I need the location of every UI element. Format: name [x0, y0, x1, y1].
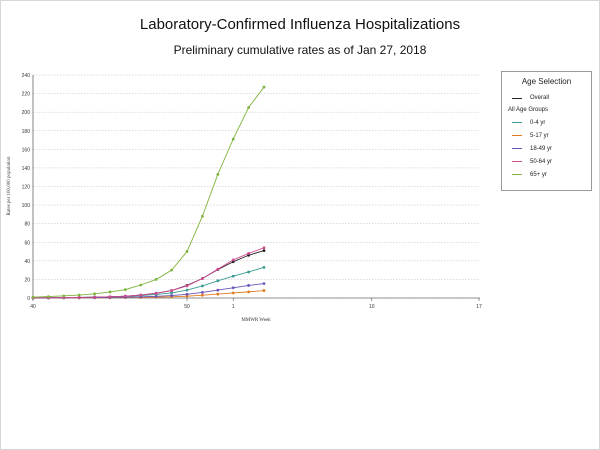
- data-point-50-64-yr: [77, 296, 81, 299]
- y-tick-label: 40: [24, 259, 30, 265]
- legend-item-65-yr[interactable]: 65+ yr: [512, 168, 591, 181]
- data-point-65-yr: [231, 137, 235, 141]
- data-point-18-49-yr: [185, 292, 189, 296]
- y-tick-label: 80: [24, 222, 30, 228]
- series-line-50-64-yr: [32, 247, 265, 299]
- data-point-5-17-yr: [201, 293, 204, 297]
- legend-item-5-17-yr[interactable]: 5-17 yr: [512, 129, 591, 142]
- data-point-65-yr: [185, 250, 189, 253]
- legend-label-0-4-yr: 0-4 yr: [530, 119, 546, 126]
- legend-title: Age Selection: [521, 77, 572, 86]
- data-point-5-17-yr: [216, 292, 220, 296]
- data-point-50-64-yr: [201, 277, 204, 280]
- x-tick-label: 1: [232, 304, 235, 310]
- legend-item-overall[interactable]: Overall: [512, 95, 591, 101]
- data-point-0-4-yr: [216, 279, 220, 283]
- y-tick-label: 0: [27, 296, 30, 302]
- legend-label-5-17-yr: 5-17 yr: [530, 132, 549, 139]
- data-point-65-yr: [31, 295, 35, 299]
- chart-subtitle: Preliminary cumulative rates as of Jan 2…: [173, 43, 427, 57]
- data-point-50-64-yr: [185, 284, 189, 288]
- legend-label-65-yr: 65+ yr: [530, 171, 547, 178]
- data-point-65-yr: [247, 106, 251, 109]
- y-tick-label: 180: [22, 129, 31, 135]
- series-line-65-yr: [32, 86, 265, 298]
- data-point-65-yr: [262, 85, 266, 89]
- data-point-50-64-yr: [93, 295, 96, 299]
- data-point-5-17-yr: [247, 290, 251, 294]
- series-line-overall: [32, 250, 265, 299]
- data-point-50-64-yr: [262, 246, 266, 250]
- chart-title: Laboratory-Confirmed Influenza Hospitali…: [139, 16, 461, 33]
- data-point-5-17-yr: [262, 289, 266, 292]
- data-point-5-17-yr: [231, 291, 235, 295]
- data-point-65-yr: [201, 214, 204, 218]
- legend-swatch-50-64-yr: [512, 161, 522, 162]
- data-point-50-64-yr: [139, 293, 143, 297]
- legend-swatch-5-17-yr: [512, 135, 522, 136]
- y-tick-label: 60: [24, 240, 30, 246]
- data-point-65-yr: [62, 294, 66, 298]
- legend-swatch-18-49-yr: [512, 148, 522, 149]
- data-point-18-49-yr: [247, 284, 251, 287]
- data-point-18-49-yr: [216, 288, 220, 292]
- legend-group-heading: All Age Groups: [508, 107, 549, 113]
- data-point-0-4-yr: [185, 288, 189, 292]
- y-tick-label: 100: [22, 203, 31, 209]
- data-point-50-64-yr: [170, 289, 174, 292]
- legend-item-0-4-yr[interactable]: 0-4 yr: [512, 116, 591, 129]
- data-point-18-49-yr: [262, 282, 266, 285]
- x-tick-label: 40: [30, 304, 36, 310]
- y-tick-label: 220: [22, 92, 31, 98]
- y-tick-label: 140: [22, 166, 31, 172]
- data-point-0-4-yr: [170, 291, 174, 295]
- y-tick-label: 20: [24, 277, 30, 283]
- data-point-50-64-yr: [124, 294, 127, 298]
- x-tick-label: 10: [369, 304, 375, 310]
- data-point-65-yr: [170, 268, 174, 272]
- x-axis-title: MMWR Week: [241, 318, 271, 323]
- legend-item-18-49-yr[interactable]: 18-49 yr: [512, 142, 591, 155]
- legend-swatch-65-yr: [512, 174, 522, 175]
- data-point-0-4-yr: [201, 284, 204, 288]
- y-tick-label: 160: [22, 147, 31, 153]
- legend-label-overall: Overall: [530, 95, 550, 101]
- legend-label-18-49-yr: 18-49 yr: [530, 145, 553, 152]
- y-tick-label: 240: [22, 73, 31, 79]
- data-point-50-64-yr: [154, 291, 158, 295]
- y-tick-label: 120: [22, 185, 31, 191]
- data-point-overall: [262, 249, 266, 253]
- legend-item-50-64-yr[interactable]: 50-64 yr: [512, 155, 591, 168]
- data-point-50-64-yr: [231, 258, 235, 262]
- data-point-18-49-yr: [231, 286, 235, 290]
- data-point-50-64-yr: [216, 267, 220, 271]
- data-point-65-yr: [216, 173, 220, 176]
- data-point-65-yr: [108, 290, 112, 294]
- legend-panel: Age Selection Overall All Age Groups 0-4…: [501, 71, 592, 191]
- data-point-65-yr: [124, 288, 127, 292]
- data-point-65-yr: [154, 278, 158, 281]
- data-point-50-64-yr: [108, 295, 112, 299]
- data-point-0-4-yr: [231, 274, 235, 278]
- x-tick-label: 17: [476, 304, 482, 310]
- legend-swatch-overall: [512, 97, 522, 99]
- data-point-18-49-yr: [201, 291, 204, 294]
- data-point-0-4-yr: [262, 265, 266, 269]
- y-axis-title: Rates per 100,000 population: [7, 156, 12, 215]
- y-tick-label: 200: [22, 110, 31, 116]
- data-point-65-yr: [139, 283, 143, 287]
- legend-swatch-0-4-yr: [512, 122, 522, 123]
- data-point-65-yr: [47, 295, 50, 299]
- x-tick-label: 50: [184, 304, 190, 310]
- data-point-65-yr: [93, 292, 96, 296]
- data-point-50-64-yr: [247, 252, 251, 255]
- data-point-65-yr: [77, 293, 81, 297]
- data-point-18-49-yr: [170, 294, 174, 297]
- data-point-0-4-yr: [247, 270, 251, 274]
- legend-label-50-64-yr: 50-64 yr: [530, 158, 553, 165]
- legend-age-groups: 0-4 yr 5-17 yr 18-49 yr 50-64 yr 65+ yr: [502, 116, 591, 181]
